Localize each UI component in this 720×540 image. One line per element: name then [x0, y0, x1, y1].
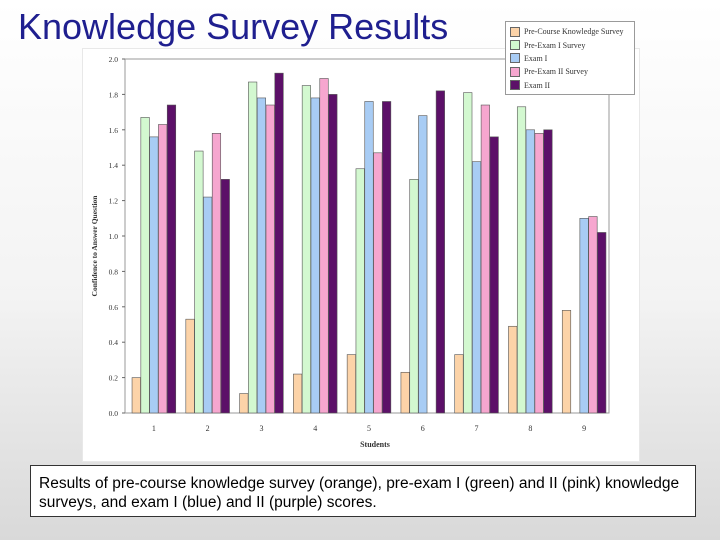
bar [489, 136, 499, 414]
bar [373, 152, 383, 414]
bar [203, 196, 213, 414]
x-tick-label: 4 [313, 424, 317, 433]
bar [382, 101, 392, 414]
bar [149, 136, 159, 414]
bar [301, 85, 311, 414]
y-tick-label: 0.8 [109, 267, 119, 276]
bar [597, 232, 607, 414]
bar [355, 168, 365, 414]
legend-item: Exam I [510, 52, 630, 65]
y-tick-label: 0.0 [109, 409, 119, 418]
bar [543, 129, 553, 414]
x-tick-label: 7 [475, 424, 479, 433]
slide-title: Knowledge Survey Results [18, 6, 449, 47]
bar [310, 97, 320, 414]
y-tick-label: 0.6 [109, 303, 119, 312]
y-tick-label: 1.6 [109, 126, 119, 135]
legend-swatch [510, 26, 520, 37]
y-tick-label: 1.0 [109, 232, 119, 241]
x-tick-label: 9 [582, 424, 586, 433]
bar [435, 90, 445, 414]
x-tick-label: 1 [152, 424, 156, 433]
bar [472, 161, 482, 414]
bar-chart: 0.0 0.2 0.4 0.6 0.8 1.0 1.2 1.4 1.6 1.8 2.0 1 2 3 4 5 6 7… [90, 55, 610, 449]
bar [211, 133, 222, 414]
y-axis-label: Confidence to Answer Question [90, 195, 99, 297]
legend-swatch [510, 80, 520, 91]
bar [248, 81, 258, 414]
x-tick-label: 2 [206, 424, 210, 433]
bar [561, 310, 572, 414]
bar [364, 101, 374, 414]
bar [525, 129, 535, 414]
bar [166, 104, 177, 414]
chart-legend: Pre-Course Knowledge Survey Pre-Exam I Su… [505, 21, 635, 95]
bar [508, 325, 518, 414]
bar [274, 72, 284, 414]
bar [400, 371, 410, 414]
legend-item: Pre-Exam II Survey [510, 65, 630, 78]
slide-caption: Results of pre-course knowledge survey (… [30, 465, 696, 517]
bar [131, 377, 141, 414]
bar [293, 373, 303, 414]
bar [256, 97, 266, 414]
bar [265, 104, 275, 414]
legend-label: Exam II [524, 80, 550, 90]
bar [346, 354, 356, 414]
x-axis-label: Students [360, 440, 390, 449]
bar [463, 92, 473, 414]
y-tick-label: 0.2 [109, 374, 119, 383]
bar [239, 393, 249, 414]
bar [534, 133, 544, 414]
bar [328, 94, 338, 414]
y-tick-label: 0.4 [109, 338, 119, 347]
legend-label: Pre-Exam I Survey [524, 40, 586, 50]
x-tick-label: 8 [528, 424, 532, 433]
bar [418, 115, 428, 414]
legend-swatch [510, 66, 520, 77]
bar [409, 179, 419, 414]
legend-label: Pre-Course Knowledge Survey [524, 27, 624, 37]
legend-label: Pre-Exam II Survey [524, 67, 588, 77]
x-tick-label: 5 [367, 424, 371, 433]
y-tick-label: 1.2 [109, 197, 119, 206]
bar [140, 117, 150, 414]
y-tick-label: 2.0 [109, 55, 119, 64]
x-tick-label: 3 [259, 424, 263, 433]
chart-panel: 0.0 0.2 0.4 0.6 0.8 1.0 1.2 1.4 1.6 1.8 2.0 1 2 3 4 5 6 7… [82, 48, 640, 462]
y-tick-label: 1.8 [109, 90, 119, 99]
bar [516, 106, 527, 414]
bar [588, 216, 598, 414]
bar [480, 104, 490, 414]
bar [158, 124, 168, 414]
legend-item: Exam II [510, 79, 630, 92]
bar [454, 354, 464, 414]
legend-swatch [510, 53, 520, 64]
bar [579, 218, 589, 414]
legend-item: Pre-Course Knowledge Survey [510, 25, 630, 38]
bar [185, 318, 195, 414]
x-tick-label: 6 [421, 424, 425, 433]
bar [220, 179, 230, 414]
legend-item: Pre-Exam I Survey [510, 38, 630, 51]
y-tick-label: 1.4 [109, 161, 119, 170]
legend-label: Exam I [524, 53, 548, 63]
bar [319, 78, 329, 414]
bar [194, 150, 204, 414]
legend-swatch [510, 40, 520, 51]
